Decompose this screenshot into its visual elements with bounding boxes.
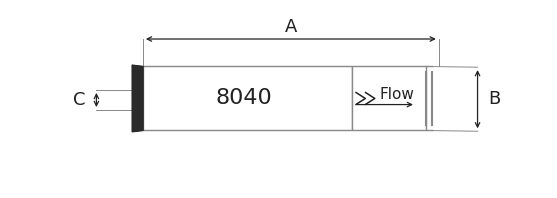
Polygon shape bbox=[132, 65, 143, 132]
Bar bbox=[143, 67, 353, 130]
Text: 8040: 8040 bbox=[215, 89, 272, 109]
Text: B: B bbox=[488, 90, 501, 108]
Text: C: C bbox=[73, 91, 86, 109]
Text: Flow: Flow bbox=[379, 87, 414, 102]
Bar bbox=[353, 67, 426, 130]
Text: A: A bbox=[285, 18, 297, 36]
